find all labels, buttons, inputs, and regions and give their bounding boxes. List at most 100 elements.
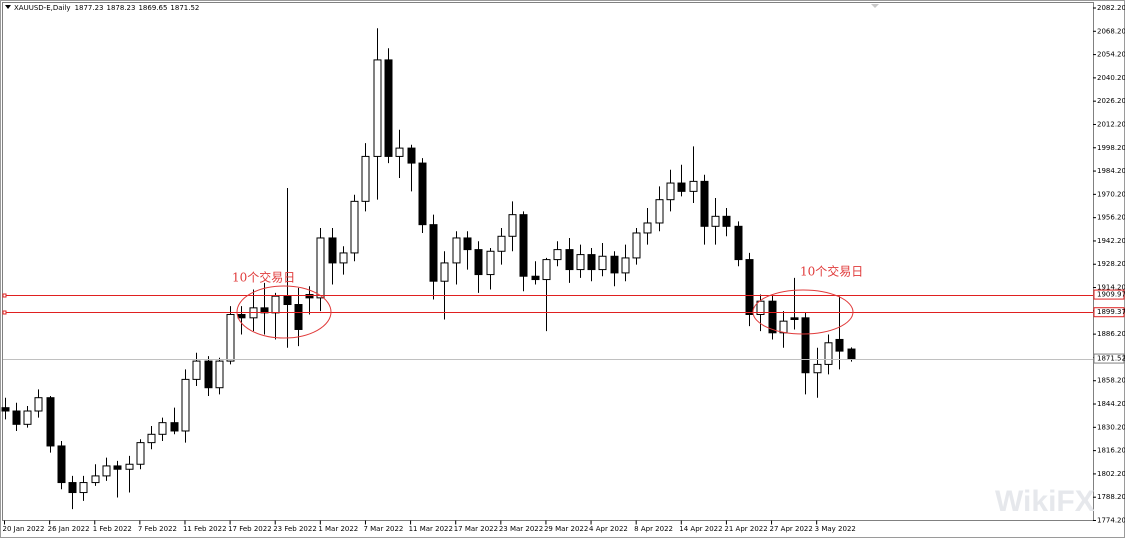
candle-body	[621, 257, 630, 274]
candle-body	[734, 225, 743, 261]
candle-body	[801, 317, 810, 374]
y-tick-label: 1970.20	[1097, 190, 1125, 198]
x-tick-label: 1 Feb 2022	[93, 525, 132, 533]
x-tick-label: 3 May 2022	[815, 525, 856, 533]
highlight-ellipse	[236, 285, 332, 339]
candle-body	[779, 320, 788, 334]
y-axis: 2082.20 2068.20 2054.20 2040.20 2026.20 2012.…	[1093, 4, 1125, 525]
line-handle	[2, 310, 7, 315]
candle-body	[23, 410, 32, 425]
x-tick-label: 29 Mar 2022	[544, 525, 588, 533]
candle-body	[643, 222, 652, 234]
candle-body	[12, 410, 21, 425]
y-tick-label: 2040.20	[1097, 74, 1125, 82]
y-tick-label: 1802.20	[1097, 470, 1125, 478]
candle-body	[34, 397, 43, 412]
candle-body	[46, 397, 55, 447]
candle-body	[271, 295, 280, 314]
hline-price-label: 1909.97	[1097, 291, 1125, 299]
candle-body	[305, 294, 314, 299]
candle-body	[824, 342, 833, 365]
header-open: 1877.23	[75, 4, 104, 12]
x-tick-label: 17 Mar 2022	[454, 525, 498, 533]
hline-price-box	[1093, 307, 1125, 318]
candle-body	[756, 300, 765, 315]
candle-body	[519, 214, 528, 277]
candle-body	[711, 215, 720, 227]
candle-body	[373, 59, 382, 157]
y-tick-label: 1830.20	[1097, 423, 1125, 431]
x-tick-label: 1 Mar 2022	[318, 525, 358, 533]
candle-body	[632, 232, 641, 259]
y-tick-label: 1858.20	[1097, 377, 1125, 385]
x-tick-label: 11 Mar 2022	[409, 525, 453, 533]
candle-body	[136, 442, 145, 465]
y-tick-label: 1886.20	[1097, 330, 1125, 338]
candle-body	[655, 199, 664, 224]
watermark: WikiFX	[995, 485, 1095, 518]
candle-body	[158, 422, 167, 435]
y-tick-label: 2082.20	[1097, 4, 1125, 12]
candle-body	[440, 262, 449, 282]
candle-body	[113, 465, 122, 470]
y-tick-label: 1774.20	[1097, 517, 1125, 525]
plot-border	[2, 2, 1094, 521]
x-tick-label: 21 Apr 2022	[724, 525, 767, 533]
candle-body	[147, 433, 156, 444]
candle-body	[565, 249, 574, 271]
menu-arrow	[5, 5, 11, 9]
candle-body	[204, 360, 213, 389]
candle-body	[170, 422, 179, 432]
candle-body	[91, 475, 100, 484]
bid-price-label: 1871.52	[1097, 355, 1125, 363]
candle-body	[722, 215, 731, 227]
x-tick-label: 20 Jan 2022	[3, 525, 45, 533]
x-tick-label: 14 Apr 2022	[679, 525, 722, 533]
annotation: 10个交易日	[232, 270, 295, 285]
highlight-ellipse	[752, 289, 854, 335]
candle-body	[666, 182, 675, 201]
candle-body	[847, 348, 856, 360]
y-tick-label: 1914.20	[1097, 284, 1125, 292]
candle-body	[237, 313, 246, 319]
candle-body	[689, 180, 698, 192]
candle-body	[339, 252, 348, 264]
y-tick-label: 1942.20	[1097, 237, 1125, 245]
candle-body	[102, 465, 111, 477]
candle-body	[294, 304, 303, 330]
candle-body	[553, 249, 562, 261]
candle-body	[790, 317, 799, 320]
candle-body	[226, 313, 235, 362]
candle-body	[745, 259, 754, 315]
x-tick-label: 4 Apr 2022	[589, 525, 628, 533]
header-low: 1869.65	[138, 4, 167, 12]
x-tick-label: 17 Feb 2022	[228, 525, 272, 533]
candle-body	[384, 59, 393, 157]
y-tick-label: 1928.20	[1097, 260, 1125, 268]
candle-body	[407, 147, 416, 164]
hline-price-label: 1899.37	[1097, 308, 1125, 316]
candle-body	[316, 237, 325, 299]
candle-body	[181, 378, 190, 432]
x-tick-label: 7 Feb 2022	[138, 525, 177, 533]
candle-body	[677, 182, 686, 192]
candle-body	[418, 162, 427, 226]
symbol: XAUUSD-E,Daily	[14, 4, 71, 12]
x-tick-label: 11 Feb 2022	[183, 525, 227, 533]
y-tick-label: 1844.20	[1097, 400, 1125, 408]
candle-body	[215, 360, 224, 389]
candle-body	[361, 155, 370, 202]
candle-body	[542, 259, 551, 281]
candle-body	[576, 254, 585, 271]
candle-body	[835, 338, 844, 352]
candle-body	[452, 237, 461, 264]
scroll-marker	[871, 4, 879, 8]
candle-body	[700, 180, 709, 227]
candle-body	[813, 363, 822, 374]
x-tick-label: 26 Jan 2022	[48, 525, 90, 533]
candle-body	[57, 445, 66, 484]
candle-body	[463, 237, 472, 251]
